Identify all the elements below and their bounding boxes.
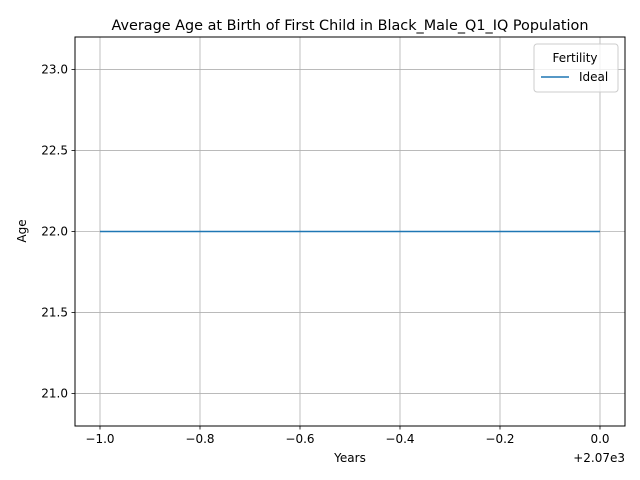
legend-label-ideal: Ideal [579,70,608,84]
legend-title: Fertility [552,51,597,65]
x-tick-label-1: −0.8 [185,432,214,446]
y-tick-label-1: 21.5 [41,306,68,320]
x-tick-label-4: −0.2 [485,432,514,446]
y-tick-label-4: 23.0 [41,62,68,76]
legend: Fertility Ideal [533,43,619,93]
x-axis-label: Years [333,451,366,465]
x-axis-ticks: −1.0 −0.8 −0.6 −0.4 −0.2 0.0 [85,426,610,446]
x-tick-label-0: −1.0 [85,432,114,446]
y-tick-label-2: 22.0 [41,225,68,239]
y-tick-label-3: 22.5 [41,143,68,157]
x-tick-label-2: −0.6 [285,432,314,446]
x-axis-offset-label: +2.07e3 [573,451,625,465]
y-axis-label: Age [15,219,29,242]
legend-box [533,43,619,93]
y-tick-label-0: 21.0 [41,387,68,401]
x-tick-label-5: 0.0 [590,432,609,446]
chart-title: Average Age at Birth of First Child in B… [112,18,589,34]
y-axis-ticks: 21.0 21.5 22.0 22.5 23.0 [41,62,75,401]
x-tick-label-3: −0.4 [385,432,414,446]
